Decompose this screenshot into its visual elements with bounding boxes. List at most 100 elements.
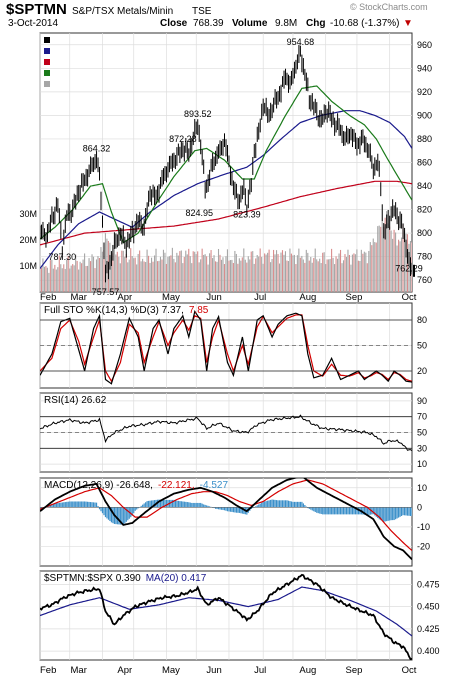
month-label-bottom: Jul [254,665,266,676]
macd-histogram-bar [200,502,202,508]
macd-histogram-bar [134,507,136,511]
volume-bar [118,256,120,292]
macd-histogram-bar [240,507,242,514]
macd-histogram-bar [350,507,352,515]
volume-bar [258,256,260,292]
macd-histogram-bar [191,502,193,508]
macd-histogram-bar [179,501,181,508]
volume-bar [286,260,288,292]
volume-bar [180,250,182,292]
volume-bar [191,263,193,292]
volume-bar [390,230,392,292]
macd-histogram-bar [60,502,62,508]
macd-histogram-bar [275,500,278,508]
volume-bar [67,256,69,292]
volume-bar [271,258,273,292]
volume-bar [64,268,66,292]
macd-histogram-bar [292,501,294,508]
volume-bar [87,265,89,292]
volume-bar [234,250,236,292]
volume-bar [305,249,307,292]
month-label-top: Oct [402,292,417,303]
volume-bar [331,248,333,292]
volume-bar [384,217,386,292]
macd-histogram-bar [152,500,154,508]
price-y-tick-label: 820 [417,205,432,215]
volume-bar [339,249,342,292]
macd-histogram-bar [411,507,412,517]
volume-bar [155,248,157,292]
volume-bar [52,268,54,292]
ratio-y-tick-label: 0.475 [417,579,440,589]
volume-bar [398,239,400,292]
volume-bar [219,254,221,292]
volume-bar [81,263,83,292]
macd-histogram-bar [49,505,52,508]
macd-histogram-bar [89,502,92,508]
macd-histogram-bar [287,500,290,508]
legend-swatch-ma200 [44,59,50,65]
macd-histogram-bar [137,507,139,509]
ratio-frame [39,570,413,661]
volume-bar [357,260,359,292]
macd-histogram-bar [362,507,364,515]
macd-histogram-bar [109,507,111,522]
macd-histogram-bar [116,507,118,525]
volume-bar [319,258,321,292]
volume-bar [201,248,203,292]
macd-histogram-bar [353,507,355,515]
month-label-top: Sep [346,292,363,303]
volume-bar [197,251,199,292]
volume-bar [153,255,156,292]
macd-histogram-bar [284,500,287,508]
macd-histogram-bar [161,499,163,508]
macd-histogram-bar [232,507,235,513]
volume-bar [307,252,309,292]
volume-bar [48,272,50,292]
macd-histogram-bar [363,507,365,515]
price-annotation: 787.30 [49,252,77,262]
volume-bar [255,258,257,292]
volume-bar [45,266,47,292]
volume-bar [66,259,68,292]
volume-bar [156,261,159,292]
volume-bar [302,259,304,292]
macd-histogram-bar [274,499,276,508]
macd-histogram-bar [345,507,348,515]
volume-bar [70,265,72,292]
macd-histogram-bar [158,499,160,508]
volume-bar [146,249,148,292]
volume-bar [403,230,406,292]
macd-histogram-bar [256,505,258,508]
legend-swatch-volume [44,81,50,87]
chg-value: -10.68 (-1.37%) [330,18,399,29]
price-y-tick-label: 840 [417,181,432,191]
volume-bar [293,254,295,292]
price-annotation: 893.52 [184,109,212,119]
macd-histogram-bar [337,507,339,515]
volume-bar [405,233,407,292]
macd-histogram-bar [201,503,203,508]
month-label-bottom: Apr [117,665,132,676]
macd-histogram-bar [214,507,217,509]
macd-histogram-bar [225,507,227,511]
macd-histogram-bar [189,502,191,508]
macd-histogram-bar [347,507,349,515]
rsi-y-tick-label: 70 [417,412,427,422]
macd-histogram-bar [323,507,325,515]
volume-bar [124,256,126,292]
volume-bar [402,224,404,292]
volume-bar [341,263,343,292]
volume-bar [275,250,278,292]
macd-histogram-bar [170,499,172,508]
macd-histogram-bar [307,507,309,509]
volume-bar [198,262,200,292]
macd-histogram-bar [133,507,135,514]
volume-bar [280,252,282,292]
volume-bar [168,256,170,292]
volume-bar [334,264,336,292]
volume-bar [128,259,130,292]
volume-bar [400,237,403,292]
macd-y-tick-label: -10 [417,522,430,532]
macd-histogram-bar [124,507,126,524]
